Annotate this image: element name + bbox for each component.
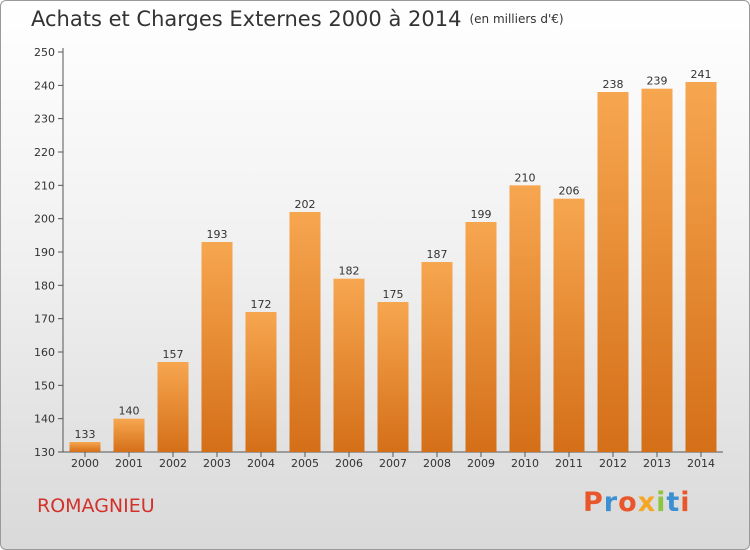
x-tick-label: 2003 — [203, 457, 231, 470]
x-tick-label: 2005 — [291, 457, 319, 470]
y-tick-label: 170 — [34, 313, 55, 326]
bar-2001 — [113, 418, 145, 452]
x-tick-label: 2000 — [71, 457, 99, 470]
y-tick-label: 220 — [34, 146, 55, 159]
bar-2013 — [641, 88, 673, 453]
data-labels: 133 140 157 193 172 202 182 175 187 199 210 206 238 2… — [75, 68, 712, 441]
x-tick-label: 2012 — [599, 457, 627, 470]
data-label-2002: 157 — [163, 348, 184, 361]
x-axis: 2000 2001 2002 2003 2004 2005 2006 2007 2008 2009… — [63, 451, 723, 470]
proxiti-logo[interactable]: Proxiti — [583, 487, 691, 523]
bar-2012 — [597, 92, 629, 452]
y-tick-label: 180 — [34, 279, 55, 292]
x-tick-label: 2001 — [115, 457, 143, 470]
bar-2002 — [157, 362, 189, 452]
y-tick-label: 200 — [34, 213, 55, 226]
y-tick-label: 240 — [34, 79, 55, 92]
logo-letter: x — [637, 487, 657, 518]
bar-2010 — [509, 185, 541, 453]
bar-2004 — [245, 312, 277, 452]
x-tick-label: 2008 — [423, 457, 451, 470]
x-tick-label: 2011 — [555, 457, 583, 470]
data-label-2011: 206 — [559, 185, 580, 198]
y-tick-label: 210 — [34, 179, 55, 192]
data-label-2001: 140 — [119, 405, 140, 418]
title-text: Achats et Charges Externes 2000 à 2014 — [31, 7, 462, 31]
y-tick-label: 140 — [34, 413, 55, 426]
data-label-2010: 210 — [515, 171, 536, 184]
commune-name: ROMAGNIEU — [37, 495, 155, 517]
bar-2000 — [69, 442, 101, 452]
x-tick-label: 2007 — [379, 457, 407, 470]
bar-2014 — [685, 82, 717, 452]
bar-2006 — [333, 278, 365, 452]
bar-2011 — [553, 198, 585, 452]
x-tick-label: 2006 — [335, 457, 363, 470]
data-label-2012: 238 — [603, 78, 624, 91]
logo-letter: i — [656, 487, 667, 518]
data-label-2003: 193 — [207, 228, 228, 241]
data-label-2006: 182 — [339, 265, 360, 278]
logo-letter: P — [583, 487, 604, 518]
x-tick-label: 2014 — [687, 457, 715, 470]
title-unit: (en milliers d'€) — [469, 12, 564, 26]
data-label-2007: 175 — [383, 288, 404, 301]
x-tick-label: 2010 — [511, 457, 539, 470]
logo-letter: i — [680, 487, 691, 518]
logo-letter: o — [618, 487, 638, 518]
data-label-2008: 187 — [427, 248, 448, 261]
data-label-2009: 199 — [471, 208, 492, 221]
x-tick-label: 2009 — [467, 457, 495, 470]
y-axis: 130 140 150 160 170 180 190 200 210 220 230 240 250 — [34, 46, 64, 459]
y-tick-label: 160 — [34, 346, 55, 359]
x-tick-label: 2013 — [643, 457, 671, 470]
y-tick-label: 130 — [34, 446, 55, 459]
y-tick-label: 230 — [34, 113, 55, 126]
data-label-2004: 172 — [251, 298, 272, 311]
y-tick-label: 190 — [34, 246, 55, 259]
x-tick-label: 2002 — [159, 457, 187, 470]
bar-2009 — [465, 222, 497, 452]
bars — [69, 82, 717, 453]
data-label-2005: 202 — [295, 198, 316, 211]
data-label-2000: 133 — [75, 428, 96, 441]
bar-2003 — [201, 242, 233, 452]
chart-title: Achats et Charges Externes 2000 à 2014 (e… — [31, 7, 564, 31]
bar-2008 — [421, 262, 453, 452]
y-tick-label: 250 — [34, 46, 55, 59]
data-label-2013: 239 — [647, 75, 668, 88]
logo-letter: r — [603, 487, 619, 518]
x-tick-label: 2004 — [247, 457, 275, 470]
logo-letter: t — [666, 487, 681, 518]
data-label-2014: 241 — [691, 68, 712, 81]
bar-2007 — [377, 302, 409, 452]
y-tick-label: 150 — [34, 379, 55, 392]
bar-2005 — [289, 212, 321, 452]
